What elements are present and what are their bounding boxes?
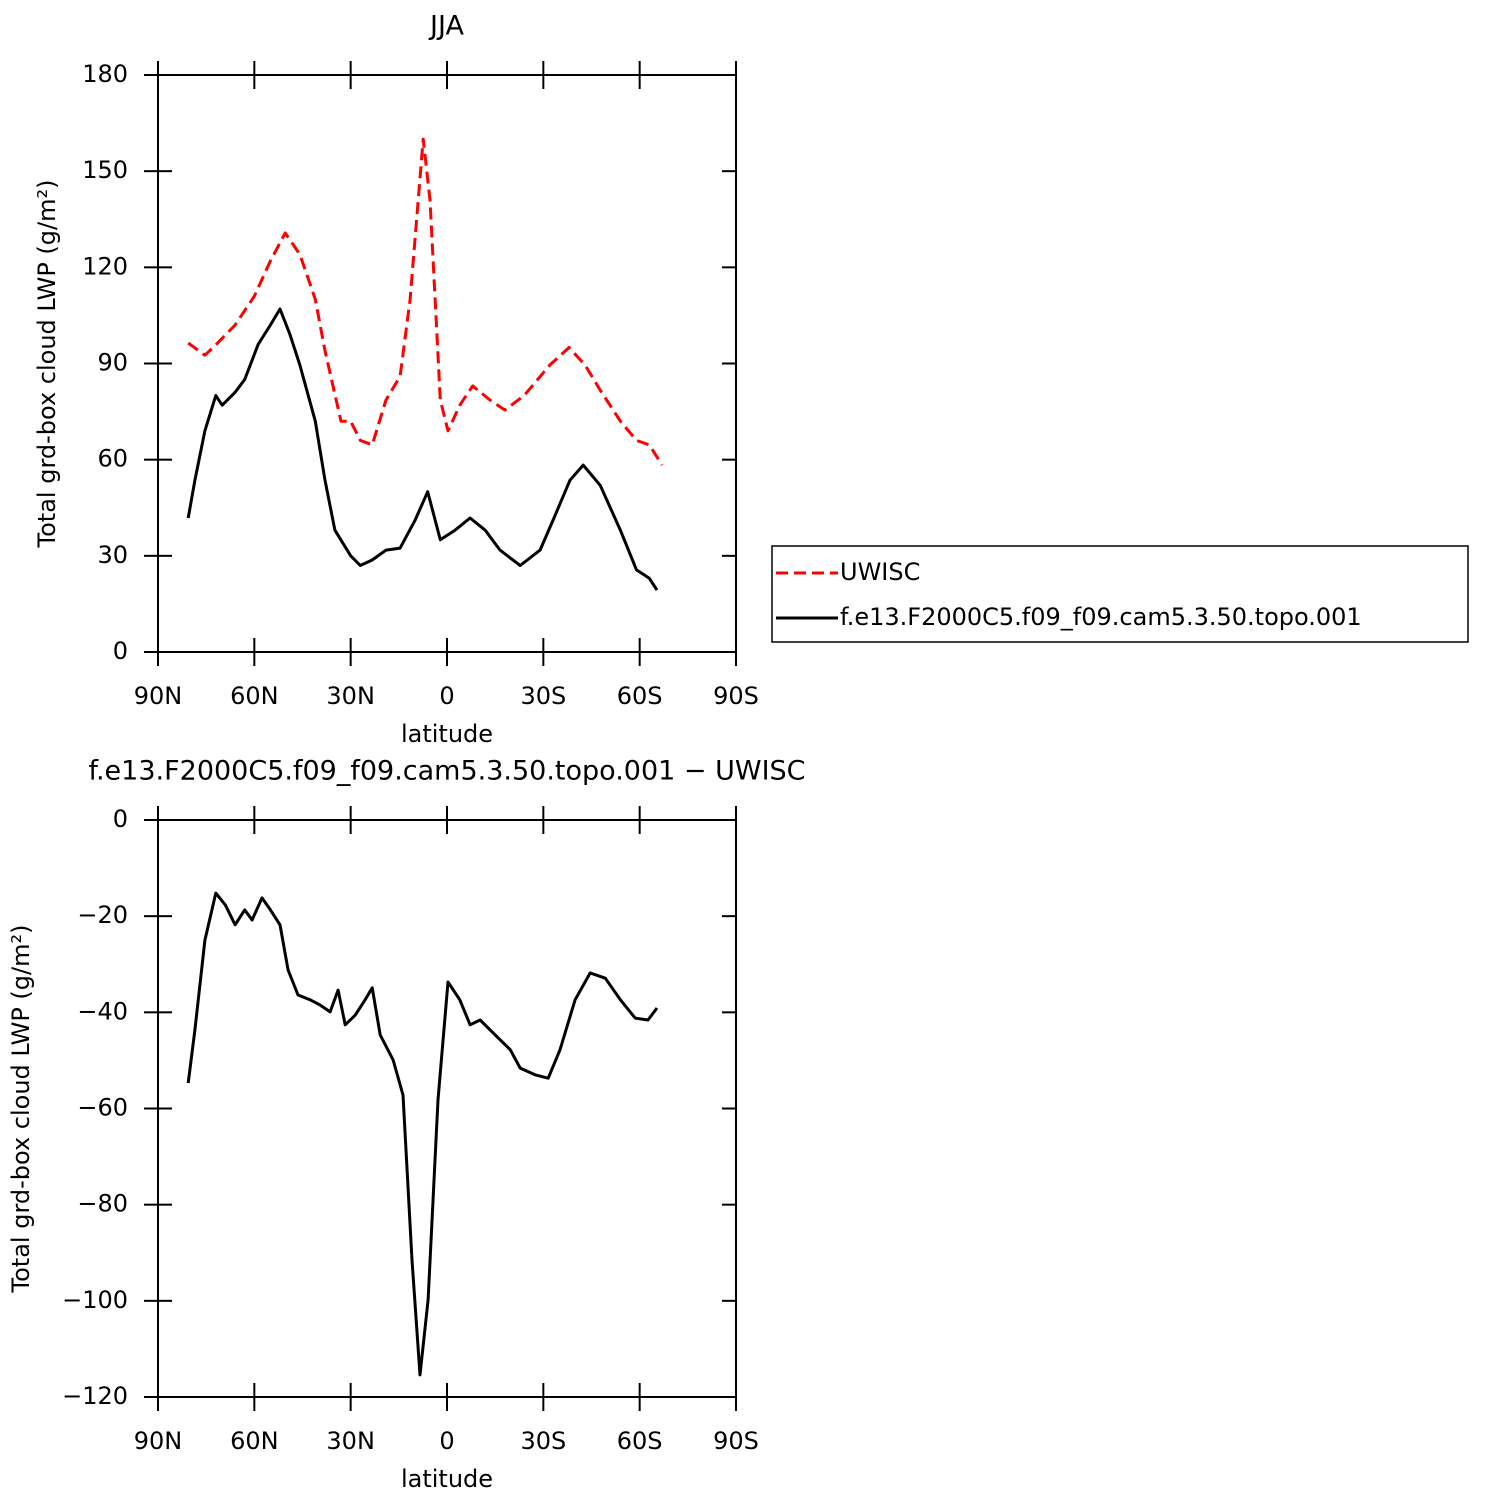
x-tick-label: 30N: [326, 682, 375, 710]
x-tick-label: 30S: [520, 1427, 566, 1455]
x-tick-label: 60N: [230, 682, 279, 710]
y-tick-label: −100: [62, 1286, 128, 1314]
x-tick-label: 30N: [326, 1427, 375, 1455]
y-tick-label: 0: [113, 805, 128, 833]
y-tick-label: −40: [77, 997, 128, 1025]
y-tick-label: −80: [77, 1190, 128, 1218]
chart-title: JJA: [428, 11, 464, 42]
y-axis-label: Total grd-box cloud LWP (g/m²): [7, 925, 35, 1294]
chart-title: f.e13.F2000C5.f09_f09.cam5.3.50.topo.001…: [88, 756, 805, 787]
y-tick-label: 60: [97, 445, 128, 473]
y-tick-label: 0: [113, 637, 128, 665]
x-tick-label: 90N: [134, 682, 183, 710]
x-tick-label: 0: [439, 682, 454, 710]
y-tick-label: 120: [82, 252, 128, 280]
legend-label: UWISC: [840, 558, 920, 586]
y-tick-label: −120: [62, 1382, 128, 1410]
y-tick-label: −20: [77, 901, 128, 929]
x-tick-label: 60N: [230, 1427, 279, 1455]
x-tick-label: 0: [439, 1427, 454, 1455]
y-tick-label: −60: [77, 1094, 128, 1122]
y-tick-label: 90: [97, 349, 128, 377]
x-tick-label: 30S: [520, 682, 566, 710]
x-axis-label: latitude: [401, 720, 493, 748]
plot-frame: [157, 74, 737, 653]
data-line: [186, 891, 659, 1377]
y-tick-label: 180: [82, 60, 128, 88]
data-line: [186, 307, 659, 591]
plot-frame: [157, 819, 737, 1398]
x-axis-label: latitude: [401, 1465, 493, 1493]
y-tick-label: 150: [82, 156, 128, 184]
x-tick-label: 90S: [713, 1427, 759, 1455]
x-tick-label: 60S: [617, 1427, 663, 1455]
data-line: [187, 137, 664, 466]
x-tick-label: 90S: [713, 682, 759, 710]
legend-box: [771, 545, 1469, 643]
x-tick-label: 60S: [617, 682, 663, 710]
y-axis-label: Total grd-box cloud LWP (g/m²): [33, 180, 61, 549]
y-tick-label: 30: [97, 541, 128, 569]
legend-label: f.e13.F2000C5.f09_f09.cam5.3.50.topo.001: [840, 603, 1362, 631]
x-tick-label: 90N: [134, 1427, 183, 1455]
